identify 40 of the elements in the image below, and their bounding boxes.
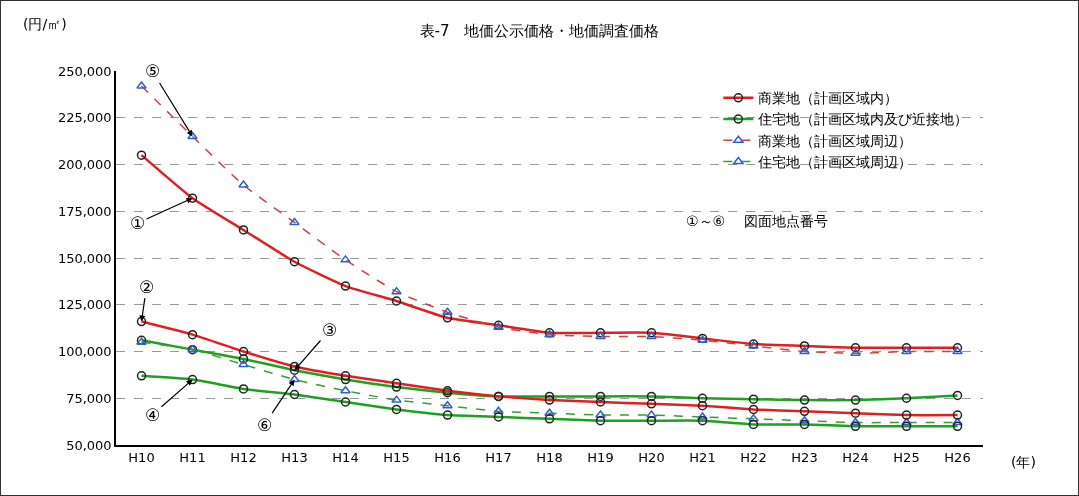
x-tick-label: H10 <box>128 450 155 466</box>
y-tick-label: 200,000 <box>57 157 112 173</box>
y-tick-label: 225,000 <box>57 110 112 126</box>
x-tick-label: H22 <box>740 450 767 466</box>
x-tick-label: H26 <box>944 450 971 466</box>
chart-title: 表-7 地価公示価格・地価調査価格 <box>419 22 660 41</box>
annotation: ①～⑥ 図面地点番号 <box>686 213 828 229</box>
legend-label: 商業地（計画区域内） <box>758 90 899 107</box>
annotation: ② <box>139 277 155 297</box>
legend-label: 商業地（計画区域周辺） <box>758 132 913 149</box>
annotation: ① <box>130 213 146 233</box>
x-tick-label: H16 <box>434 450 461 466</box>
x-tick-label: H20 <box>638 450 665 466</box>
y-tick-label: 250,000 <box>57 63 112 79</box>
y-tick-label: 175,000 <box>57 203 112 219</box>
x-tick-label: H18 <box>536 450 563 466</box>
x-tick-label: H17 <box>485 450 512 466</box>
x-tick-label: H12 <box>230 450 257 466</box>
x-tick-label: H13 <box>281 450 308 466</box>
annotation: ④ <box>145 405 161 425</box>
y-tick-label: 150,000 <box>57 250 112 266</box>
y-tick-label: 125,000 <box>57 297 112 313</box>
annotation: ③ <box>322 320 338 340</box>
x-tick-label: H11 <box>179 450 206 466</box>
legend-label: 住宅地（計画区域内及び近接地） <box>757 111 969 128</box>
y-tick-label: 75,000 <box>66 390 112 406</box>
x-tick-label: H19 <box>587 450 614 466</box>
x-tick-label: H23 <box>791 450 818 466</box>
x-tick-label: H24 <box>842 450 869 466</box>
x-tick-label: H14 <box>332 450 359 466</box>
y-tick-label: 100,000 <box>57 344 112 360</box>
annotation: ⑤ <box>145 61 161 81</box>
annotation: ⑥ <box>257 415 273 435</box>
y-axis-title: (円/㎡) <box>23 16 67 32</box>
x-tick-label: H21 <box>689 450 716 466</box>
y-tick-label: 50,000 <box>66 437 112 453</box>
legend-label: 住宅地（計画区域周辺） <box>757 153 913 170</box>
x-tick-label: H25 <box>893 450 920 466</box>
x-axis-title: (年) <box>1011 454 1036 470</box>
x-tick-label: H15 <box>383 450 410 466</box>
